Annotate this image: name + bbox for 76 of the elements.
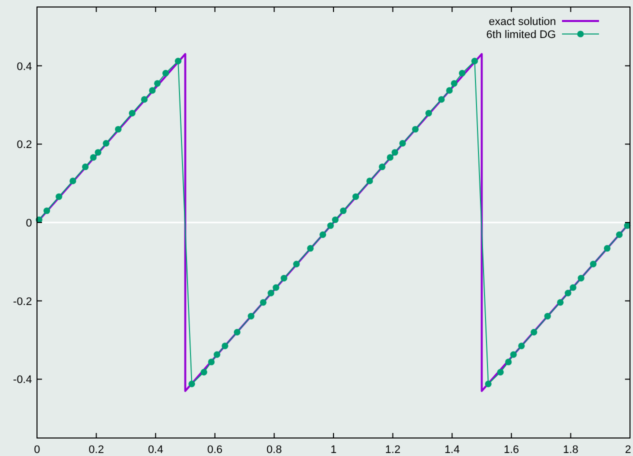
point — [340, 207, 347, 214]
point — [518, 342, 525, 350]
point — [114, 126, 122, 133]
point — [234, 328, 240, 336]
point — [307, 245, 314, 252]
point — [590, 260, 597, 268]
point — [564, 290, 572, 296]
point — [438, 96, 445, 103]
point — [578, 274, 584, 282]
point — [260, 299, 267, 306]
point — [214, 351, 220, 358]
point — [222, 342, 228, 350]
point — [128, 110, 136, 116]
point — [616, 231, 623, 238]
point — [43, 207, 50, 214]
point — [332, 216, 339, 224]
point — [392, 149, 398, 156]
x-tick-label: 0.4 — [148, 444, 164, 456]
x-tick-label: 2 — [624, 444, 632, 456]
point — [141, 96, 148, 103]
point — [386, 154, 394, 161]
point — [208, 358, 215, 366]
point — [570, 284, 576, 291]
point — [94, 149, 102, 156]
x-tick-label: 1.6 — [504, 444, 520, 456]
x-tick-label: 1.4 — [444, 444, 460, 456]
y-tick-label: 0.4 — [16, 60, 32, 73]
x-tick-label: 0.8 — [266, 444, 282, 456]
y-tick-label: 0.2 — [16, 139, 32, 152]
point — [471, 58, 478, 64]
point — [544, 312, 551, 320]
point — [366, 178, 373, 184]
x-tick-label: 1 — [330, 444, 337, 456]
point — [530, 328, 538, 336]
legend-label: 6th limited DG — [486, 29, 556, 41]
point — [450, 80, 458, 87]
point — [174, 58, 182, 64]
point — [188, 380, 196, 388]
point — [320, 231, 326, 238]
point — [200, 368, 208, 376]
point — [162, 70, 169, 77]
legend-label: exact solution — [488, 16, 556, 28]
point — [90, 154, 97, 161]
point — [293, 260, 300, 268]
point — [352, 193, 360, 200]
x-tick-label: 0.2 — [88, 444, 104, 456]
point — [149, 87, 156, 94]
point — [484, 380, 492, 388]
point — [425, 110, 432, 116]
point — [248, 312, 254, 320]
point — [268, 290, 274, 296]
point — [497, 368, 504, 376]
x-tick-label: 1.8 — [563, 444, 578, 456]
point — [56, 193, 62, 200]
y-tick-label: -0.4 — [13, 374, 32, 386]
x-tick-label: 0.6 — [207, 444, 223, 456]
point — [505, 358, 512, 366]
point — [154, 80, 161, 87]
point — [510, 351, 517, 358]
point — [280, 274, 288, 282]
point — [557, 299, 564, 306]
point — [102, 140, 110, 147]
point — [327, 222, 334, 229]
point — [412, 126, 419, 133]
point — [272, 284, 280, 291]
point — [399, 140, 406, 147]
y-tick-label: -0.2 — [13, 296, 32, 308]
point — [378, 164, 386, 170]
y-tick-label: 0 — [26, 218, 32, 230]
point — [604, 245, 610, 252]
point — [458, 70, 466, 77]
x-tick-label: 1.2 — [385, 444, 400, 456]
x-tick-label: 0 — [34, 444, 40, 456]
point — [446, 87, 453, 94]
point — [70, 178, 76, 184]
point — [82, 164, 89, 170]
